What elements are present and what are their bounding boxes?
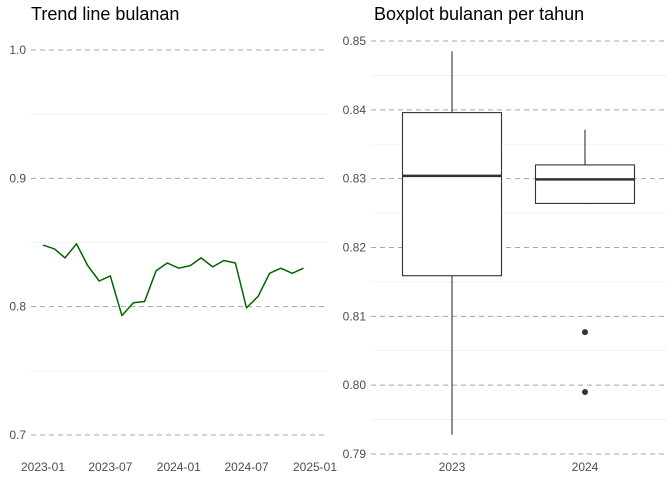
x-tick-label: 2024: [572, 460, 599, 474]
y-tick-label: 0.82: [343, 241, 367, 255]
trend-series-line: [42, 243, 304, 317]
outlier-point: [582, 389, 588, 396]
x-tick-label: 2023-01: [21, 460, 65, 474]
x-tick-label: 2024-01: [157, 460, 201, 474]
box-2023: [401, 51, 503, 435]
x-tick-label: 2023: [439, 460, 466, 474]
box-body: [401, 112, 503, 277]
y-tick-label: 0.80: [343, 378, 367, 392]
x-tick-label: 2023-07: [88, 460, 132, 474]
trend-chart-title: Trend line bulanan: [31, 4, 180, 24]
boxplot-panel: 0.79 0.80 0.81 0.82 0.83 0.84 0.85 2023 2024: [343, 34, 667, 474]
boxplot-chart-title: Boxplot bulanan per tahun: [374, 4, 585, 24]
box-body: [534, 164, 636, 204]
y-tick-label: 0.83: [343, 172, 367, 186]
y-tick-label: 0.9: [9, 171, 26, 185]
x-tick-label: 2024-07: [225, 460, 269, 474]
y-tick-label: 0.81: [343, 309, 367, 323]
outlier-point: [582, 329, 588, 336]
y-tick-label: 0.84: [343, 103, 367, 117]
y-tick-label: 1.0: [9, 43, 26, 57]
y-tick-label: 0.79: [343, 447, 367, 461]
trend-line-panel: 0.7 0.8 0.9 1.0 2023-01 2023-07 2024-01 2024-07…: [9, 43, 337, 474]
x-tick-label: 2025-01: [293, 460, 337, 474]
box-2024: [534, 129, 636, 396]
y-tick-label: 0.8: [9, 300, 26, 314]
y-tick-label: 0.7: [9, 428, 26, 442]
y-tick-label: 0.85: [343, 34, 367, 48]
